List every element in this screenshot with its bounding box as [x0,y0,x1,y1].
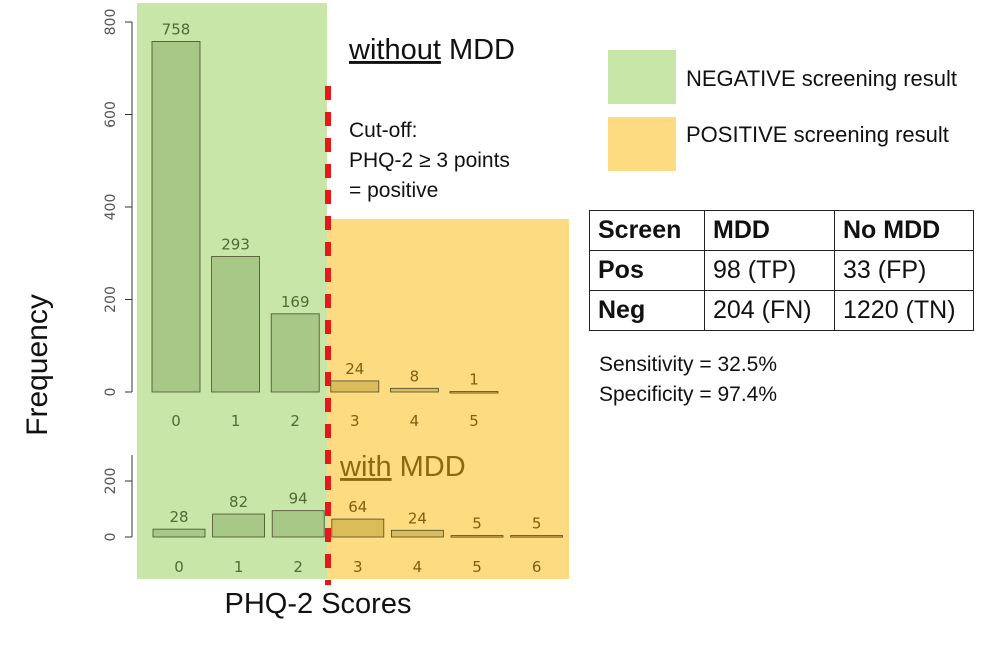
bar [151,41,201,393]
y-tick-label: 0 [103,388,119,397]
legend-positive-label: POSITIVE screening result [686,122,949,147]
bar [271,510,325,538]
y-tick-label: 800 [103,9,119,36]
cutoff-note: Cut-off: PHQ-2 ≥ 3 points = positive [349,116,510,206]
bar [510,535,564,538]
panel-title: without MDD [348,34,515,66]
cutoff-note-line3: = positive [349,179,439,202]
bar-value-label: 169 [281,293,310,311]
performance-stats: Sensitivity = 32.5% Specificity = 97.4% [599,350,777,410]
specificity-text: Specificity = 97.4% [599,383,778,406]
table-cell: 204 (FN) [704,290,835,331]
x-tick-label: 4 [410,412,420,430]
legend-negative-label: NEGATIVE screening result [686,66,958,91]
x-tick-label: 0 [174,558,184,576]
x-tick-label: 2 [290,412,300,430]
table-cell: 33 (FP) [834,250,974,291]
y-tick-label: 400 [103,194,119,221]
bar [389,387,439,393]
bar-value-label: 5 [472,515,482,533]
legend-positive-swatch [608,117,676,171]
y-tick-label: 200 [103,286,119,313]
panel-title: with MDD [339,451,466,483]
bar-value-label: 94 [289,490,308,508]
y-axis-title: Frequency [21,294,54,436]
cutoff-note-line2: PHQ-2 ≥ 3 points [349,149,510,172]
bar-value-label: 758 [162,20,191,38]
table-header-cell: Screen [589,210,705,251]
bar-value-label: 293 [221,235,250,253]
table-cell: Pos [589,250,705,291]
table-row: Pos 98 (TP) 33 (FP) [589,250,974,291]
bar-value-label: 8 [410,367,420,385]
panel-title-rest: MDD [441,34,515,66]
bar-value-label: 24 [408,509,427,527]
x-tick-label: 2 [293,558,303,576]
bar [330,380,380,393]
cutoff-note-line1: Cut-off: [349,119,418,142]
y-tick-label: 0 [103,533,119,542]
table-header-cell: No MDD [834,210,974,251]
table-row: Neg 204 (FN) 1220 (TN) [589,290,974,331]
bar-value-label: 28 [169,508,188,526]
sensitivity-text: Sensitivity = 32.5% [599,353,778,376]
y-tick-label: 600 [103,101,119,128]
x-tick-label: 1 [234,558,244,576]
x-axis-title: PHQ-2 Scores [225,588,412,620]
x-tick-label: 6 [532,558,542,576]
x-tick-label: 4 [413,558,423,576]
table-cell: 1220 (TN) [834,290,974,331]
bar [390,529,444,538]
table-header-row: Screen MDD No MDD [589,210,974,251]
x-tick-label: 3 [350,412,360,430]
panel-title-underlined: without [348,34,441,66]
panel-title-underlined: with [339,451,392,483]
x-tick-label: 1 [231,412,241,430]
bar [211,256,261,393]
x-tick-label: 0 [171,412,181,430]
bar [449,391,499,394]
bar [331,518,385,538]
table-cell: 98 (TP) [704,250,835,291]
bar [450,535,504,538]
bar-value-label: 64 [348,498,367,516]
panel-title-rest: MDD [392,451,466,483]
legend-negative-swatch [608,50,676,104]
y-tick-label: 200 [103,468,119,495]
bar-value-label: 82 [229,493,248,511]
x-tick-label: 5 [472,558,482,576]
bar-value-label: 24 [345,360,364,378]
bar-value-label: 1 [469,371,479,389]
bar [212,513,266,538]
table-cell: Neg [589,290,705,331]
confusion-table: Screen MDD No MDD Pos 98 (TP) 33 (FP) Ne… [589,210,974,331]
bar [270,313,320,393]
bar-value-label: 5 [532,515,542,533]
x-tick-label: 3 [353,558,363,576]
bar [152,528,206,538]
table-header-cell: MDD [704,210,835,251]
x-tick-label: 5 [469,412,479,430]
